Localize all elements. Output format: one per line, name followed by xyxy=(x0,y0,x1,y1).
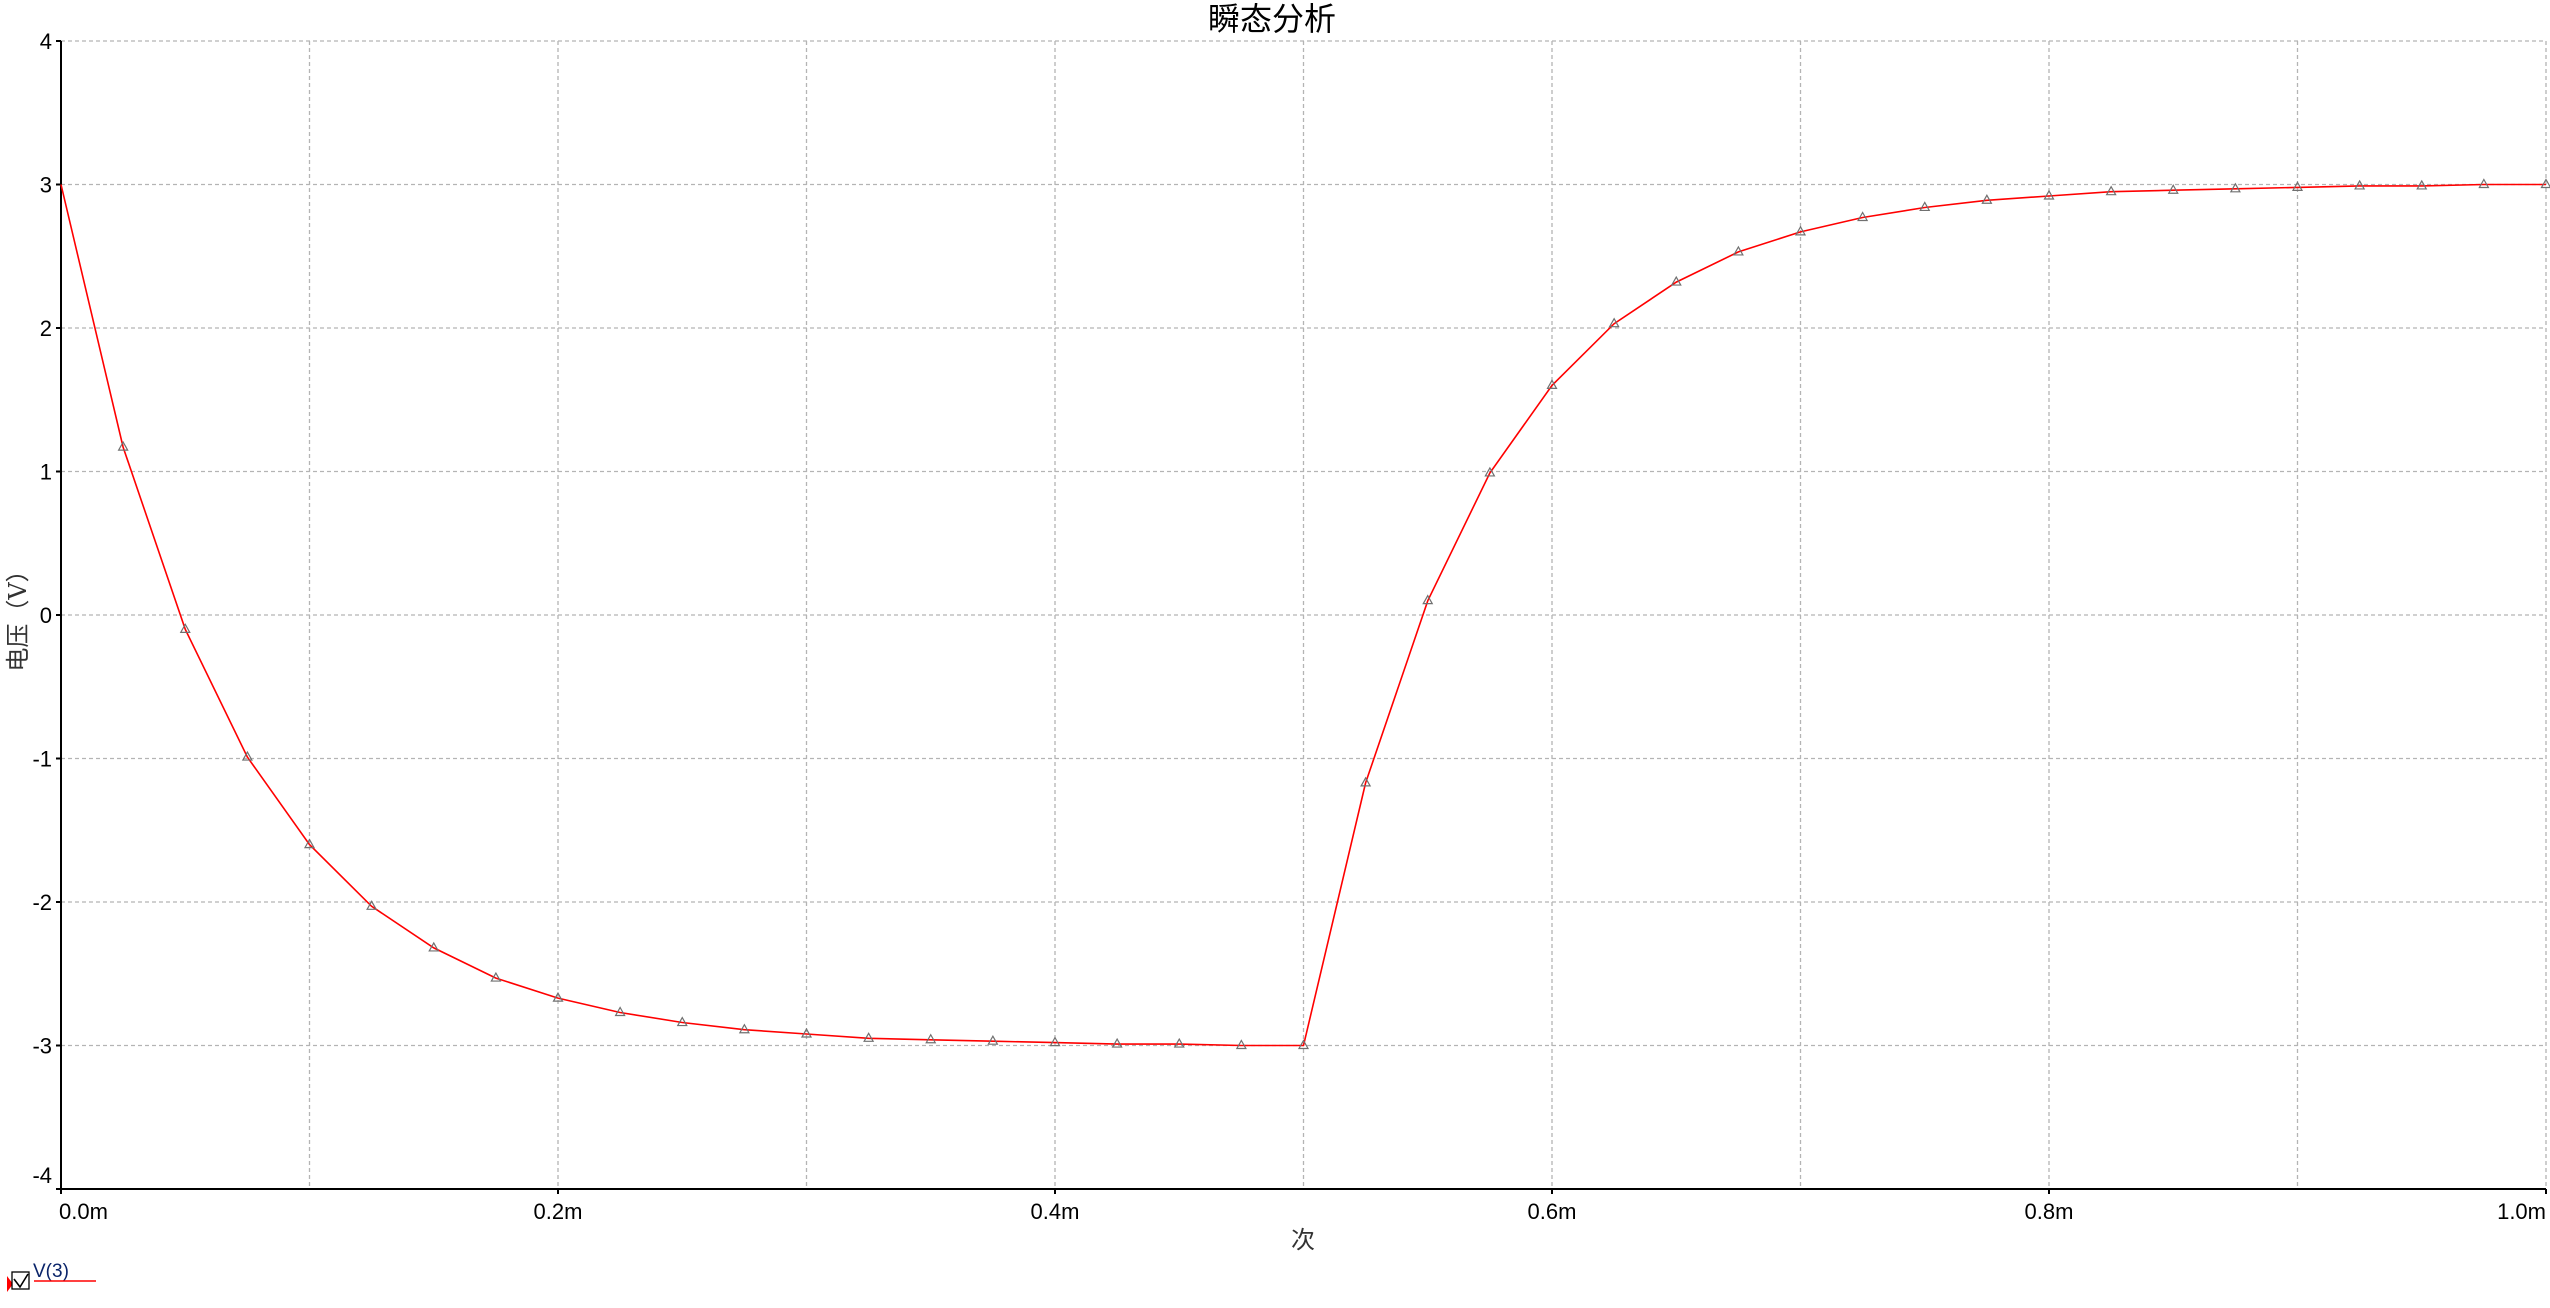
data-point-marker xyxy=(2354,179,2366,190)
data-point-marker xyxy=(241,750,253,761)
y-tick-label: 4 xyxy=(40,29,52,54)
data-point-marker xyxy=(1732,245,1744,256)
y-tick-label: -1 xyxy=(32,747,52,772)
x-tick-label: 0.8m xyxy=(2025,1199,2074,1224)
y-tick-label: 3 xyxy=(40,173,52,198)
data-point-marker xyxy=(800,1027,813,1038)
data-point-marker xyxy=(863,1032,875,1042)
data-point-marker xyxy=(1049,1036,1061,1047)
x-tick-label: 1.0m xyxy=(2497,1199,2546,1224)
data-point-marker xyxy=(1981,194,1993,204)
chart-title: 瞬态分析 xyxy=(1208,0,1336,38)
data-point-marker xyxy=(2105,185,2117,196)
y-tick-label: 2 xyxy=(40,316,52,341)
y-tick-label: 0 xyxy=(40,603,52,628)
data-point-marker xyxy=(2416,179,2428,190)
plot-area xyxy=(60,178,2550,1050)
data-point-marker xyxy=(1546,379,1558,389)
legend-marker-icon xyxy=(7,1276,13,1292)
axes xyxy=(56,40,2547,1194)
data-point-marker xyxy=(117,440,129,451)
data-point-marker xyxy=(490,971,502,982)
data-point-marker xyxy=(1484,466,1496,477)
data-point-marker xyxy=(1111,1037,1123,1048)
data-point-marker xyxy=(614,1006,626,1017)
legend: V(3) xyxy=(7,1261,96,1292)
x-tick-label: 0.2m xyxy=(534,1199,583,1224)
y-tick-label: -3 xyxy=(32,1034,52,1059)
x-axis-label: 次 xyxy=(1291,1226,1315,1254)
data-point-marker xyxy=(2229,182,2241,193)
x-tick-label: 0.0m xyxy=(59,1199,108,1224)
data-point-marker xyxy=(2043,189,2055,200)
y-tick-label: -2 xyxy=(32,890,52,915)
data-point-marker xyxy=(1297,1039,1310,1050)
data-point-marker xyxy=(676,1016,688,1027)
data-point-marker xyxy=(2478,178,2490,189)
data-point-marker xyxy=(303,838,316,849)
series-line xyxy=(60,183,2546,1047)
y-tick-label: -4 xyxy=(32,1163,52,1188)
data-point-marker xyxy=(1608,317,1620,328)
checkmark-icon xyxy=(13,1273,29,1289)
x-tick-label: 0.6m xyxy=(1528,1199,1577,1224)
data-point-marker xyxy=(2540,178,2550,189)
data-point-marker xyxy=(366,900,378,910)
data-point-marker xyxy=(2167,184,2179,194)
data-point-marker xyxy=(179,623,191,633)
data-point-marker xyxy=(1670,275,1682,286)
legend-checkbox[interactable] xyxy=(11,1271,30,1290)
x-tick-label: 0.4m xyxy=(1031,1199,1080,1224)
data-point-marker xyxy=(2291,181,2304,191)
grid xyxy=(61,40,2547,1189)
data-point-marker xyxy=(925,1033,937,1044)
data-point-marker xyxy=(552,991,564,1002)
data-point-marker xyxy=(1173,1037,1185,1048)
data-point-marker xyxy=(1422,594,1434,605)
legend-label: V(3) xyxy=(33,1261,69,1282)
y-axis-label: 电压（V） xyxy=(4,558,32,671)
data-point-marker xyxy=(428,941,440,952)
data-point-marker xyxy=(987,1034,999,1045)
data-point-marker xyxy=(1235,1039,1247,1050)
data-point-marker xyxy=(1857,211,1869,222)
data-point-marker xyxy=(738,1023,750,1034)
data-point-marker xyxy=(1794,225,1807,236)
data-point-marker xyxy=(1360,776,1372,787)
data-point-marker xyxy=(1919,201,1931,212)
tick-labels: 4 3 2 1 0 -1 -2 -3 -4 0.0m 0.2m 0.4m 0.6m 0.8m 1.0m xyxy=(32,29,2546,1224)
y-tick-label: 1 xyxy=(40,460,52,485)
